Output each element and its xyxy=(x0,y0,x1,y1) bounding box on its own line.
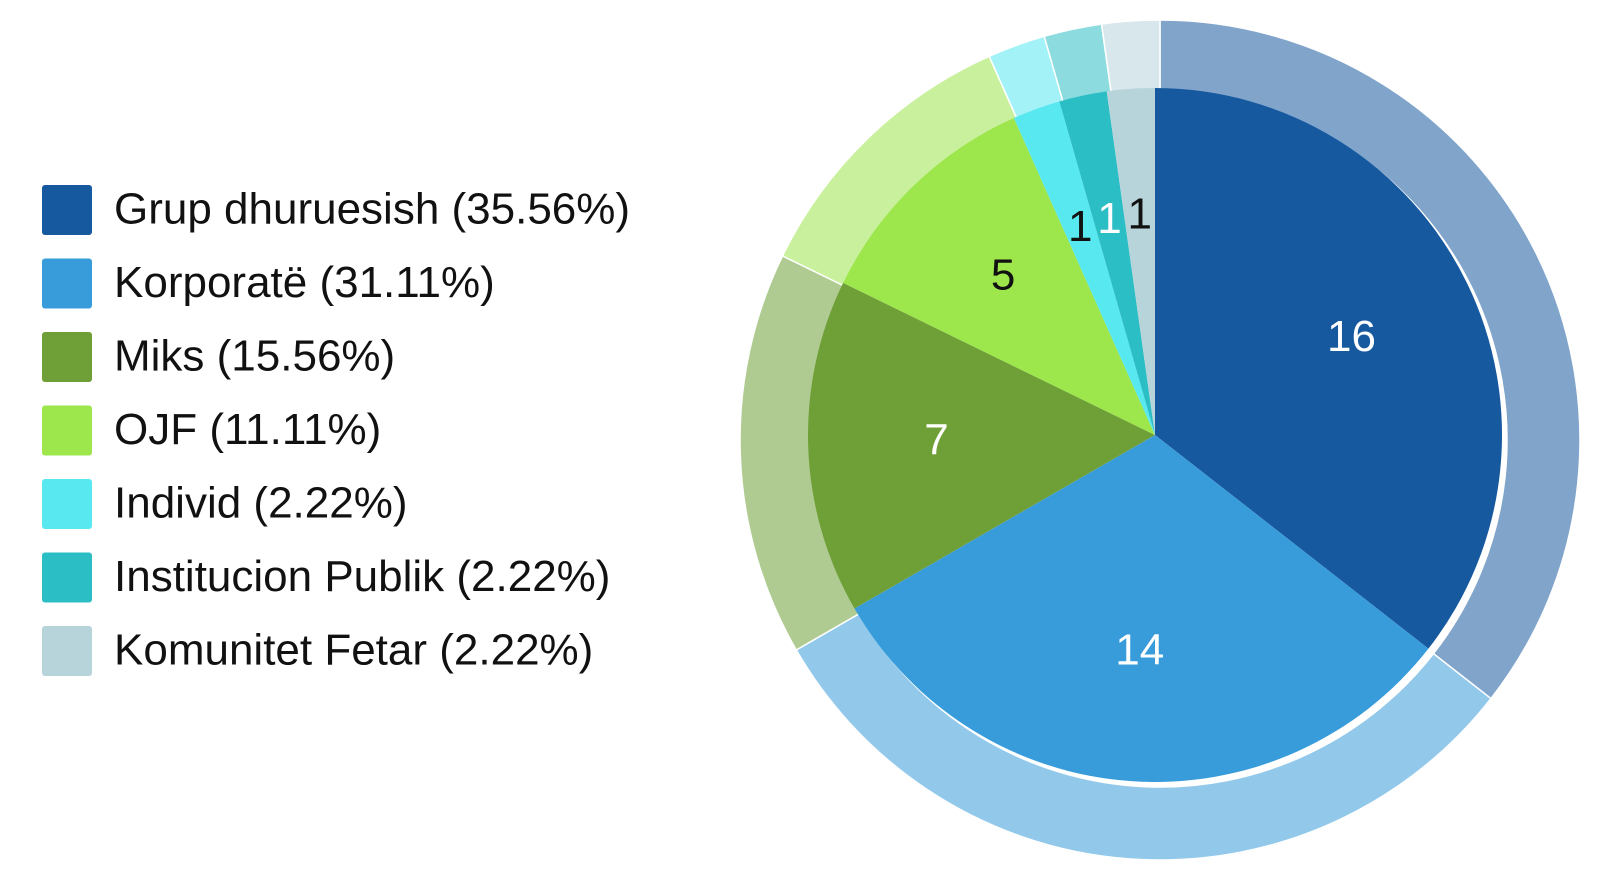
pie-slice xyxy=(854,435,1429,782)
legend-label: Individ (2.22%) xyxy=(114,479,407,528)
legend-label: OJF (11.11%) xyxy=(114,405,381,454)
legend-label: Miks (15.56%) xyxy=(114,332,395,381)
legend-swatch xyxy=(42,626,92,676)
legend-label: Komunitet Fetar (2.22%) xyxy=(114,626,593,675)
legend-swatch xyxy=(42,405,92,456)
legend-label: Korporatë (31.11%) xyxy=(114,258,495,307)
slice-label: 7 xyxy=(924,415,948,464)
pie-slice xyxy=(1155,88,1502,649)
legend-swatch xyxy=(42,552,92,603)
legend-swatch xyxy=(42,332,92,382)
slice-label: 1 xyxy=(1068,202,1092,251)
pie-slice xyxy=(1013,101,1155,435)
legend-swatch xyxy=(42,258,92,309)
slice-label: 16 xyxy=(1327,312,1376,361)
pie-slice xyxy=(808,282,1155,609)
legend-label: Institucion Publik (2.22%) xyxy=(114,552,610,601)
slice-label: 1 xyxy=(1097,194,1121,243)
slice-label: 5 xyxy=(991,250,1015,299)
legend-swatch xyxy=(42,479,92,529)
outer-ring-slice xyxy=(795,612,1493,861)
slice-label: 14 xyxy=(1115,626,1164,675)
pie-slice xyxy=(1106,88,1155,435)
slice-label: 1 xyxy=(1128,190,1152,239)
legend-label: Grup dhuruesish (35.56%) xyxy=(114,185,630,234)
pie-slice xyxy=(843,117,1155,435)
pie-slice xyxy=(1059,91,1155,435)
outer-ring-slice xyxy=(1100,19,1161,98)
legend-swatch xyxy=(42,185,92,235)
